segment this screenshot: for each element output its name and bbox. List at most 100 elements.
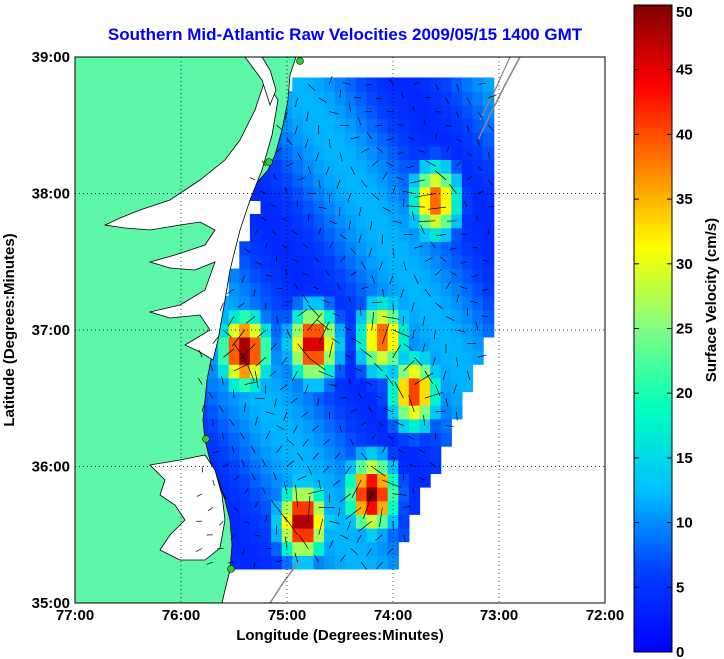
- velocity-cell: [451, 91, 463, 106]
- velocity-cell: [440, 254, 452, 270]
- velocity-cell: [292, 282, 304, 297]
- velocity-cell: [387, 132, 399, 147]
- velocity-arrow: [261, 487, 267, 494]
- velocity-arrow: [356, 534, 362, 543]
- velocity-arrow: [350, 439, 355, 446]
- velocity-cell: [377, 555, 389, 570]
- velocity-cell: [302, 186, 315, 201]
- velocity-arrow: [261, 160, 267, 167]
- velocity-arrow: [257, 329, 267, 338]
- velocity-cell: [387, 309, 399, 324]
- velocity-cell: [313, 145, 325, 160]
- velocity-arrow: [403, 534, 406, 542]
- velocity-arrow: [353, 96, 362, 99]
- velocity-cell: [355, 336, 368, 352]
- velocity-arrow: [435, 410, 446, 413]
- velocity-arrow: [456, 160, 462, 167]
- velocity-cell: [419, 432, 431, 447]
- velocity-arrow: [284, 536, 288, 549]
- velocity-arrow: [329, 540, 334, 549]
- velocity-arrow: [467, 176, 473, 181]
- velocity-arrow: [350, 136, 360, 140]
- velocity-arrow: [344, 466, 351, 475]
- velocity-arrow: [422, 316, 426, 326]
- velocity-arrow: [239, 343, 256, 360]
- velocity-cell: [281, 254, 293, 270]
- velocity-cell: [271, 268, 283, 283]
- velocity-cell: [334, 77, 346, 92]
- velocity-cell: [430, 336, 442, 352]
- velocity-cell: [419, 91, 431, 106]
- velocity-arrow: [477, 190, 484, 194]
- velocity-arrow: [273, 471, 277, 481]
- velocity-arrow: [297, 343, 309, 358]
- velocity-arrow: [392, 329, 410, 338]
- velocity-cell: [334, 254, 346, 270]
- velocity-cell: [239, 527, 251, 543]
- velocity-cell: [472, 145, 484, 160]
- velocity-arrow: [304, 138, 309, 148]
- velocity-arrow: [488, 179, 493, 186]
- velocity-cell: [334, 487, 346, 502]
- velocity-cell: [387, 145, 399, 160]
- velocity-cell: [207, 377, 219, 393]
- velocity-arrow: [408, 463, 415, 467]
- velocity-arrow: [347, 193, 351, 203]
- velocity-arrow: [389, 79, 394, 85]
- velocity-cell: [472, 309, 484, 324]
- velocity-arrow: [231, 329, 245, 347]
- velocity-cell: [249, 186, 262, 201]
- velocity-arrow: [418, 149, 425, 153]
- velocity-cell: [324, 459, 336, 474]
- velocity-cell: [292, 118, 304, 133]
- velocity-cell: [345, 295, 357, 311]
- velocity-arrow: [361, 148, 370, 153]
- velocity-cell: [313, 132, 325, 147]
- hfr-station: [296, 57, 304, 65]
- velocity-arrow: [212, 336, 219, 344]
- velocity-arrow: [412, 488, 415, 494]
- velocity-arrow: [318, 206, 327, 209]
- velocity-cell: [302, 268, 315, 283]
- velocity-arrow: [350, 271, 358, 276]
- velocity-arrow: [435, 432, 437, 440]
- velocity-cell: [461, 254, 474, 270]
- velocity-cell: [366, 104, 378, 120]
- velocity-arrow: [286, 162, 294, 167]
- velocity-cell: [408, 459, 421, 474]
- velocity-cell: [228, 268, 240, 283]
- velocity-cell: [228, 432, 240, 447]
- velocity-arrow: [244, 488, 249, 494]
- velocity-cell: [419, 227, 431, 242]
- velocity-cell: [292, 487, 304, 502]
- velocity-arrow: [350, 409, 357, 413]
- shelf-contour-3: [269, 559, 301, 603]
- velocity-cell: [451, 214, 463, 229]
- velocity-cell: [398, 418, 410, 433]
- velocity-cell: [292, 254, 304, 270]
- velocity-cell: [387, 200, 399, 215]
- velocity-cell: [302, 541, 315, 556]
- velocity-arrow: [283, 411, 288, 421]
- velocity-cell: [387, 104, 399, 120]
- velocity-arrow: [329, 520, 340, 524]
- velocity-cell: [461, 268, 474, 283]
- velocity-arrow: [307, 84, 316, 91]
- velocity-cell: [451, 254, 463, 270]
- velocity-cell: [366, 309, 378, 324]
- velocity-cell: [355, 295, 368, 311]
- colorbar-tick-label: 5: [676, 579, 684, 596]
- velocity-cell: [472, 254, 484, 270]
- velocity-arrow: [217, 548, 224, 550]
- velocity-arrow: [307, 495, 311, 522]
- velocity-cell: [334, 405, 346, 420]
- velocity-cell: [334, 446, 346, 461]
- velocity-arrow: [251, 473, 256, 481]
- velocity-cell: [228, 309, 240, 324]
- velocity-cell: [292, 473, 304, 488]
- velocity-cell: [440, 364, 452, 379]
- velocity-cell: [398, 145, 410, 160]
- velocity-cell: [324, 364, 336, 379]
- velocity-cell: [419, 254, 431, 270]
- velocity-cell: [313, 527, 325, 543]
